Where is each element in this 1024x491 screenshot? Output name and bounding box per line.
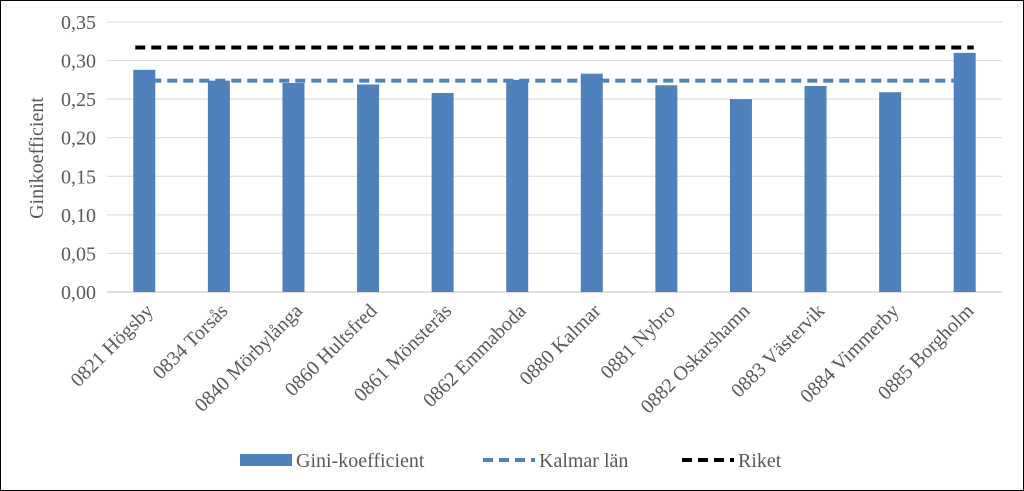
y-tick-label: 0,35 bbox=[61, 12, 96, 34]
legend-label: Gini-koefficient bbox=[296, 450, 425, 472]
bar bbox=[133, 69, 156, 292]
bar bbox=[506, 79, 529, 292]
reference-lines bbox=[135, 45, 974, 83]
y-axis-title: Ginikoefficient bbox=[26, 97, 48, 219]
x-category-label: 0821 Högsby bbox=[66, 300, 157, 391]
x-category-label: 0880 Kalmar bbox=[516, 300, 606, 390]
y-tick-label: 0,25 bbox=[61, 89, 96, 111]
bar bbox=[804, 86, 827, 293]
y-tick-label: 0,05 bbox=[61, 243, 96, 265]
bar bbox=[431, 92, 454, 292]
y-tick-label: 0,00 bbox=[61, 282, 96, 304]
bar bbox=[207, 80, 230, 292]
y-tick-label: 0,20 bbox=[61, 128, 96, 150]
gridlines bbox=[107, 21, 1002, 293]
y-tick-label: 0,15 bbox=[61, 166, 96, 188]
bar bbox=[655, 85, 678, 292]
bar bbox=[729, 99, 752, 293]
legend: Gini-koefficient Kalmar län Riket bbox=[240, 450, 782, 472]
bar bbox=[879, 92, 902, 292]
y-tick-label: 0,30 bbox=[61, 51, 96, 73]
bar bbox=[580, 73, 603, 292]
bar bbox=[953, 52, 976, 292]
bar bbox=[282, 82, 305, 292]
bar bbox=[357, 84, 380, 292]
y-axis-ticks: 0,00 0,05 0,10 0,15 0,20 0,25 0,30 0,35 bbox=[61, 12, 96, 304]
legend-swatch bbox=[240, 454, 292, 466]
bar-series bbox=[133, 52, 976, 293]
y-tick-label: 0,10 bbox=[61, 205, 96, 227]
legend-label: Kalmar län bbox=[539, 450, 628, 472]
legend-label: Riket bbox=[738, 450, 782, 472]
